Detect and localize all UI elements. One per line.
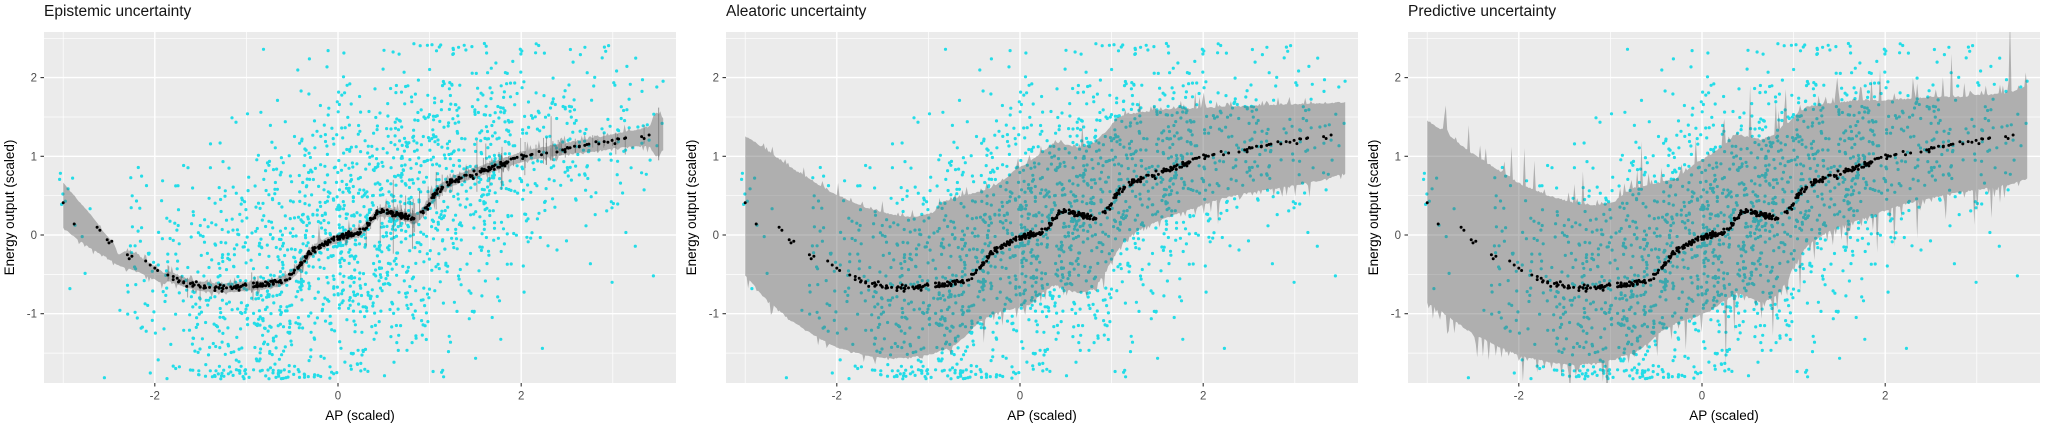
x-axis: -2 0 2	[1514, 383, 1888, 403]
svg-text:0: 0	[713, 230, 719, 242]
panel-background	[44, 32, 676, 383]
uncertainty-ribbon	[1427, 32, 2028, 383]
y-axis: -1 0 1 2	[1391, 73, 1408, 321]
chart-title-predictive: Predictive uncertainty	[1408, 3, 1557, 20]
svg-text:0: 0	[335, 391, 341, 403]
y-axis-title: Energy output (scaled)	[1366, 140, 1381, 276]
svg-text:-2: -2	[832, 391, 842, 403]
y-axis-title: Energy output (scaled)	[2, 140, 17, 276]
svg-text:-2: -2	[150, 391, 160, 403]
x-axis-title: AP (scaled)	[1689, 408, 1759, 423]
scatter-points	[57, 41, 665, 381]
x-axis-title: AP (scaled)	[1007, 408, 1077, 423]
svg-text:2: 2	[518, 391, 524, 403]
plot-panel-predictive: -2 0 2 -1 0 1 2 AP (scaled) Energy output (scale…	[1366, 32, 2040, 423]
svg-text:0: 0	[1395, 230, 1401, 242]
chart-title-aleatoric: Aleatoric uncertainty	[726, 3, 867, 20]
svg-text:-1: -1	[27, 309, 37, 321]
svg-text:1: 1	[1395, 151, 1401, 163]
y-axis-title: Energy output (scaled)	[684, 140, 699, 276]
plot-panel-epistemic: -2 0 2 -1 0 1 2 AP (scaled) Energy output (scale…	[2, 32, 676, 423]
chart-aleatoric: Aleatoric uncertainty -2 0 2 -1 0 1 2 AP (scale…	[682, 0, 1364, 436]
y-axis: -1 0 1 2	[27, 73, 44, 321]
svg-text:-1: -1	[709, 309, 719, 321]
chart-title-epistemic: Epistemic uncertainty	[44, 3, 192, 20]
svg-text:2: 2	[1882, 391, 1888, 403]
scatter-points	[740, 41, 1347, 381]
svg-text:2: 2	[1200, 391, 1206, 403]
svg-text:1: 1	[713, 151, 719, 163]
panel-background	[1408, 32, 2040, 383]
panel-background	[726, 32, 1358, 383]
svg-text:-1: -1	[1391, 309, 1401, 321]
chart-predictive: Predictive uncertainty -2 0 2 -1 0 1 2 AP (scal…	[1364, 0, 2046, 436]
svg-text:2: 2	[713, 73, 719, 85]
svg-text:2: 2	[31, 73, 37, 85]
plot-panel-aleatoric: -2 0 2 -1 0 1 2 AP (scaled) Energy output (scale…	[684, 32, 1358, 423]
x-axis: -2 0 2	[832, 383, 1206, 403]
svg-text:0: 0	[1699, 391, 1705, 403]
svg-text:0: 0	[1017, 391, 1023, 403]
x-axis-title: AP (scaled)	[325, 408, 395, 423]
svg-text:2: 2	[1395, 73, 1401, 85]
svg-text:1: 1	[31, 151, 37, 163]
svg-text:0: 0	[31, 230, 37, 242]
scatter-points	[1422, 41, 2029, 381]
y-axis: -1 0 1 2	[709, 73, 726, 321]
gridlines-major	[44, 32, 676, 383]
x-axis: -2 0 2	[150, 383, 524, 403]
svg-text:-2: -2	[1514, 391, 1524, 403]
chart-epistemic: Epistemic uncertainty -2 0 2 -1 0 1 2 AP (scale…	[0, 0, 682, 436]
